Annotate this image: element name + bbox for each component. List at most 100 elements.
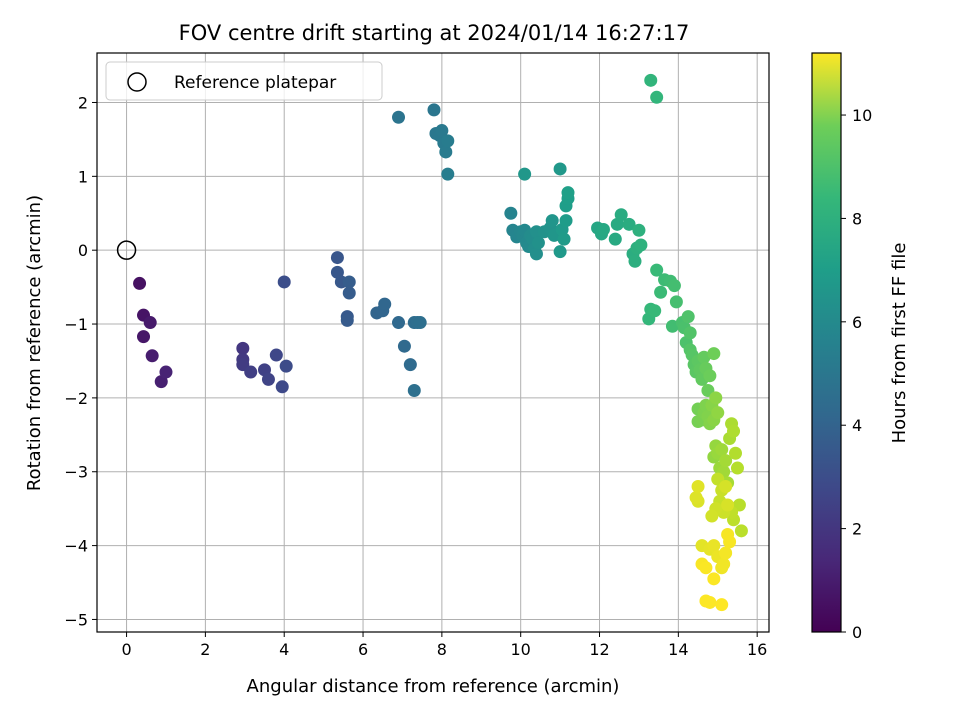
data-point — [697, 350, 711, 364]
y-tick-label: 0 — [78, 241, 88, 260]
y-tick-label: −3 — [64, 463, 88, 482]
x-tick-label: 14 — [668, 640, 688, 659]
data-point — [154, 375, 168, 389]
data-point — [159, 365, 173, 379]
legend-box — [105, 61, 383, 101]
colorbar-tick-label: 8 — [852, 209, 862, 228]
data-point — [559, 214, 573, 228]
colorbar: 0 2 4 6 8 10 Hours from first FF file — [811, 52, 910, 642]
y-tick-label: −5 — [64, 610, 88, 629]
data-point — [553, 162, 567, 176]
data-point — [518, 167, 532, 181]
data-point — [279, 359, 293, 373]
data-point — [719, 454, 733, 468]
colorbar-gradient — [811, 52, 842, 633]
data-point — [650, 90, 664, 104]
data-point — [681, 310, 695, 324]
data-point — [614, 208, 628, 222]
data-point — [703, 369, 717, 383]
data-point — [628, 254, 642, 268]
data-point — [705, 509, 719, 523]
data-point — [557, 232, 571, 246]
x-tick-label: 0 — [121, 640, 131, 659]
data-point — [728, 446, 742, 460]
data-point — [715, 443, 729, 457]
legend-label: Reference platepar — [174, 73, 336, 93]
data-point — [529, 247, 543, 261]
data-point — [392, 316, 406, 330]
data-point — [330, 251, 344, 265]
data-point — [734, 524, 748, 538]
data-point — [397, 339, 411, 353]
data-point — [545, 214, 559, 228]
data-point — [727, 424, 741, 438]
data-point — [683, 326, 697, 340]
data-point — [145, 349, 159, 363]
data-point — [717, 557, 731, 571]
data-point — [340, 313, 354, 327]
x-tick-label: 12 — [589, 640, 609, 659]
data-point — [435, 124, 449, 138]
y-tick-label: −1 — [64, 315, 88, 334]
data-point — [261, 372, 275, 386]
colorbar-tick-label: 2 — [852, 520, 862, 539]
reference-marker — [116, 240, 137, 260]
data-point — [719, 480, 733, 494]
x-tick-label: 6 — [358, 640, 368, 659]
data-point — [439, 145, 453, 159]
y-axis-ticks: −5 −4 −3 −2 −1 0 1 2 — [64, 93, 97, 629]
data-point — [143, 316, 157, 330]
plot-frame — [96, 52, 770, 633]
data-point — [531, 236, 545, 250]
data-point — [413, 316, 427, 330]
data-point — [723, 535, 737, 549]
data-point — [644, 73, 658, 87]
data-point — [596, 223, 610, 237]
data-point — [553, 245, 567, 259]
data-point — [634, 238, 648, 252]
data-point — [133, 276, 147, 290]
colorbar-tick-label: 4 — [852, 416, 862, 435]
grid-lines — [97, 53, 769, 632]
data-point — [730, 461, 744, 475]
colorbar-label: Hours from first FF file — [889, 243, 910, 444]
data-point — [703, 595, 717, 609]
data-points — [133, 73, 748, 612]
data-point — [441, 134, 455, 148]
chart-title: FOV centre drift starting at 2024/01/14 … — [179, 21, 690, 45]
data-point — [622, 217, 636, 231]
data-point — [707, 347, 721, 361]
data-point — [667, 279, 681, 293]
data-point — [342, 286, 356, 300]
x-tick-label: 4 — [279, 640, 289, 659]
x-tick-label: 10 — [511, 640, 531, 659]
data-point — [269, 348, 283, 362]
y-tick-label: −4 — [64, 537, 88, 556]
data-point — [504, 206, 518, 220]
colorbar-ticks: 0 2 4 6 8 10 — [841, 106, 872, 642]
data-point — [427, 103, 441, 117]
x-tick-label: 8 — [437, 640, 447, 659]
data-point — [654, 285, 668, 299]
x-axis-ticks: 0 2 4 6 8 10 12 14 16 — [121, 632, 767, 659]
data-point — [608, 232, 622, 246]
legend: Reference platepar — [105, 61, 383, 101]
data-point — [632, 223, 646, 237]
data-point — [721, 498, 735, 512]
legend-marker — [127, 72, 147, 92]
data-point — [137, 330, 151, 344]
data-point — [407, 384, 421, 398]
data-point — [715, 598, 729, 612]
plot-background — [97, 53, 769, 632]
y-axis-label: Rotation from reference (arcmin) — [24, 195, 45, 491]
data-point — [277, 275, 291, 289]
data-point — [709, 391, 723, 405]
data-point — [699, 561, 713, 575]
x-axis-label: Angular distance from reference (arcmin) — [247, 676, 620, 697]
data-point — [403, 358, 417, 372]
data-point — [275, 380, 289, 394]
y-tick-label: 2 — [78, 93, 88, 112]
data-point — [691, 480, 705, 494]
